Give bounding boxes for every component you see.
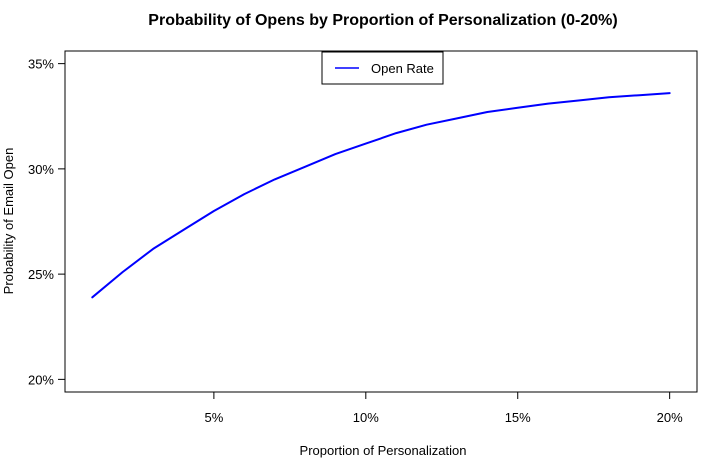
x-tick-label: 15% <box>505 410 531 425</box>
x-tick-label: 5% <box>204 410 223 425</box>
y-tick-label: 35% <box>28 57 54 72</box>
legend: Open Rate <box>321 51 444 85</box>
y-tick-label: 20% <box>28 372 54 387</box>
plot-frame <box>64 50 698 393</box>
y-axis: 20% 25% 30% 35% <box>28 57 65 387</box>
y-tick-label: 30% <box>28 162 54 177</box>
series-line-open-rate <box>91 92 671 299</box>
legend-label-open-rate: Open Rate <box>371 61 434 76</box>
chart-title: Probability of Opens by Proportion of Pe… <box>148 12 617 29</box>
x-axis: 5% 10% 15% 20% <box>204 392 683 425</box>
x-axis-label: Proportion of Personalization <box>300 443 467 458</box>
x-tick-label: 20% <box>657 410 683 425</box>
y-axis-label: Probability of Email Open <box>1 148 16 295</box>
x-tick-label: 10% <box>353 410 379 425</box>
series-layer <box>91 92 671 299</box>
y-tick-label: 25% <box>28 267 54 282</box>
